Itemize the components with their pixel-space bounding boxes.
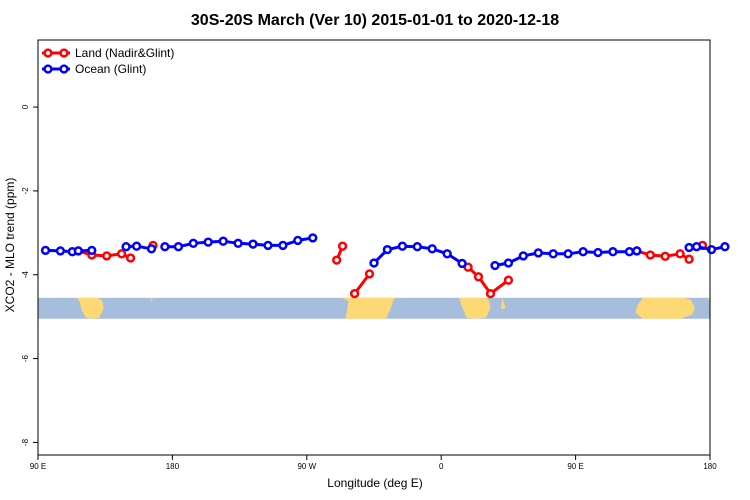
series-1-point-4-5 (563, 249, 573, 259)
series-1-point-0-3 (73, 246, 83, 256)
series-1-point-2-2 (188, 238, 198, 248)
x-axis-label: Longitude (deg E) (327, 476, 422, 490)
legend-label-1: Ocean (Glint) (75, 62, 146, 76)
land-south-america (341, 297, 397, 319)
series-1-point-4-8 (608, 247, 618, 257)
land-madagascar (500, 297, 506, 310)
series-1-point-4-0 (490, 260, 500, 271)
series-1-point-1-2 (146, 244, 157, 254)
series-0-point-5-4 (684, 254, 694, 264)
series-1-point-4-10 (632, 246, 642, 256)
series-0-point-5-1 (645, 250, 655, 260)
series-1-point-1-1 (131, 241, 142, 251)
x-tick-label-1: 180 (166, 462, 180, 471)
series-0-point-3-0 (349, 288, 360, 299)
land-nz-1 (150, 297, 153, 301)
series-0-point-4-2 (485, 288, 496, 299)
series-1-point-3-3 (412, 242, 422, 252)
series-1-point-0-1 (55, 246, 66, 256)
series-1-point-3-6 (457, 258, 467, 269)
y-tick-label-2: -4 (21, 271, 30, 279)
series-1 (40, 233, 730, 271)
series-1-point-0-4 (87, 245, 97, 256)
legend-marker-0-b (59, 48, 69, 58)
legend-label-0: Land (Nadir&Glint) (75, 46, 174, 60)
series-0-point-4-3 (503, 275, 514, 285)
series-1-point-3-0 (369, 258, 379, 268)
y-tick-label-0: 0 (21, 104, 30, 109)
x-tick-label-2: 90 W (297, 462, 316, 471)
x-tick-label-0: 90 E (30, 462, 46, 471)
series-1-point-2-6 (248, 239, 258, 249)
x-tick-label-5: 180 (703, 462, 717, 471)
series-0-point-2-0 (332, 255, 342, 265)
x-tick-label-3: 0 (439, 462, 444, 471)
series-0-point-0-4 (125, 253, 136, 263)
series-1-point-2-7 (263, 240, 273, 251)
series-0-point-0-2 (102, 251, 112, 261)
legend-marker-0-a (43, 48, 53, 58)
series-0-point-5-2 (660, 251, 670, 261)
series-1-point-2-4 (218, 236, 228, 246)
series-1-point-4-4 (548, 249, 558, 259)
series-1-point-5-0 (684, 242, 694, 253)
series-0-point-5-3 (675, 249, 685, 259)
legend-marker-1-b (59, 64, 69, 74)
series-1-point-5-1 (691, 242, 702, 252)
y-axis-label: XCO2 - MLO trend (ppm) (3, 178, 17, 313)
x-axis: 90 E 180 90 W 0 90 E 180 (30, 455, 717, 471)
series-1-point-5-2 (706, 244, 717, 255)
legend: Land (Nadir&Glint) Ocean (Glint) (42, 46, 174, 76)
land-africa (459, 297, 491, 319)
y-tick-label-1: -2 (21, 187, 30, 195)
plot-frame (37, 39, 711, 456)
series-1-point-4-6 (578, 247, 588, 257)
land-nz-2 (707, 297, 710, 301)
series-1-point-1-0 (121, 242, 131, 252)
series-1-point-2-10 (308, 233, 318, 243)
x-tick-label-4: 90 E (567, 462, 583, 471)
land-australia-1 (76, 297, 104, 319)
series-1-point-2-3 (203, 237, 213, 247)
series-1-point-3-2 (397, 241, 408, 251)
series-0-point-4-1 (473, 272, 484, 282)
series-1-point-4-9 (624, 247, 635, 257)
series-1-point-2-5 (233, 238, 243, 248)
series-1-point-2-0 (160, 242, 170, 252)
series-1-point-4-3 (533, 248, 543, 258)
y-tick-label-4: -8 (21, 438, 30, 446)
series-1-point-2-9 (293, 235, 303, 246)
series-1-point-5-3 (720, 242, 730, 252)
chart-title: 30S-20S March (Ver 10) 2015-01-01 to 202… (191, 12, 559, 29)
map-strip (38, 297, 710, 319)
series-1-point-3-4 (427, 244, 437, 254)
series-1-point-4-2 (518, 251, 528, 261)
y-axis: 0 -2 -4 -6 -8 (21, 104, 38, 446)
series-1-point-2-8 (278, 240, 288, 251)
series-1-point-0-0 (40, 245, 51, 256)
series-0-point-2-1 (337, 241, 348, 251)
series-0-point-3-1 (364, 269, 375, 279)
land-australia-2 (635, 297, 696, 319)
series-1-point-2-1 (173, 242, 184, 252)
series-1-point-3-1 (382, 244, 393, 255)
series-layer (40, 233, 730, 299)
series-1-point-4-7 (593, 247, 603, 258)
series-1-point-3-5 (442, 249, 452, 259)
series-0-line-4 (467, 266, 510, 296)
y-tick-label-3: -6 (21, 354, 30, 362)
series-0-point-0-3 (116, 249, 127, 259)
series-1-point-4-1 (503, 258, 514, 268)
land-masses (76, 297, 710, 319)
legend-marker-1-a (43, 64, 53, 74)
